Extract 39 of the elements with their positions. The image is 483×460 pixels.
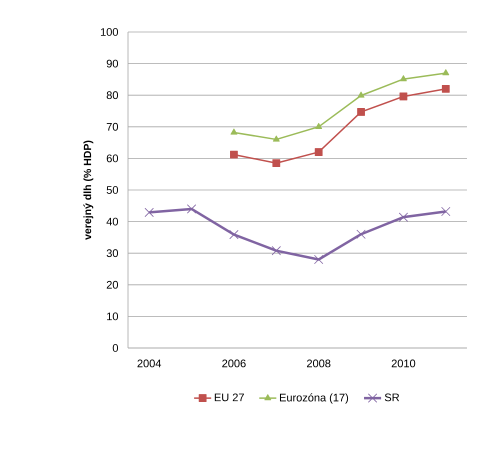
- point: [400, 75, 407, 82]
- point: [272, 136, 280, 142]
- point: [398, 212, 408, 222]
- point: [230, 128, 238, 135]
- point: [314, 254, 324, 264]
- point: [229, 230, 239, 240]
- point: [358, 92, 364, 98]
- x-tick-label: 2006: [222, 360, 246, 368]
- y-tick-label: 50: [106, 186, 118, 194]
- y-tick-label: 0: [112, 344, 118, 352]
- point: [357, 108, 365, 116]
- y-axis-title: verejný dlh (% HDP): [83, 140, 94, 240]
- legend-label: Eurozóna (17): [280, 393, 348, 404]
- legend-label: SR: [384, 393, 400, 402]
- y-tick-label: 80: [106, 91, 118, 100]
- point: [272, 246, 281, 256]
- x-tick-label: 2008: [306, 360, 330, 368]
- legend-label: EU 27: [214, 393, 244, 402]
- point: [144, 208, 154, 218]
- y-tick-label: 60: [106, 154, 118, 162]
- y-tick-label: 30: [106, 249, 118, 258]
- point: [315, 122, 322, 129]
- x-tick-label: 2010: [392, 360, 416, 368]
- point: [400, 92, 408, 100]
- y-tick-label: 20: [106, 280, 118, 289]
- point: [272, 159, 280, 168]
- point: [441, 206, 450, 216]
- y-tick-label: 40: [106, 218, 118, 226]
- y-tick-label: 100: [100, 28, 118, 36]
- y-tick-label: 10: [107, 312, 118, 320]
- y-tick-label: 90: [106, 60, 118, 68]
- point: [442, 84, 450, 93]
- x-tick-label: 2004: [138, 360, 162, 368]
- point: [356, 230, 366, 239]
- point: [186, 204, 196, 214]
- point: [442, 69, 450, 76]
- point: [230, 150, 238, 158]
- y-tick-label: 70: [106, 122, 118, 131]
- point: [314, 148, 323, 156]
